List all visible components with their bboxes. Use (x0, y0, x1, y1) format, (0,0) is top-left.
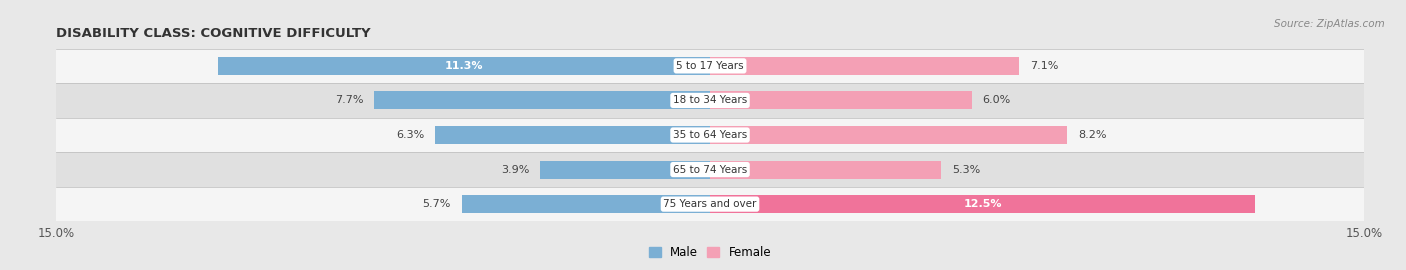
Text: 35 to 64 Years: 35 to 64 Years (673, 130, 747, 140)
Text: 6.0%: 6.0% (983, 95, 1011, 106)
Bar (710, 195, 1256, 213)
Text: 3.9%: 3.9% (501, 164, 529, 175)
Text: 5.7%: 5.7% (422, 199, 451, 209)
Text: DISABILITY CLASS: COGNITIVE DIFFICULTY: DISABILITY CLASS: COGNITIVE DIFFICULTY (56, 28, 371, 40)
Bar (461, 195, 710, 213)
Bar (710, 126, 1067, 144)
Bar (56, 152, 1364, 187)
Bar (710, 161, 941, 178)
Bar (56, 187, 1364, 221)
Bar (540, 161, 710, 178)
Bar (374, 92, 710, 109)
Legend: Male, Female: Male, Female (644, 241, 776, 264)
Text: 5.3%: 5.3% (952, 164, 980, 175)
Text: 65 to 74 Years: 65 to 74 Years (673, 164, 747, 175)
Text: 5 to 17 Years: 5 to 17 Years (676, 61, 744, 71)
Text: 7.7%: 7.7% (335, 95, 364, 106)
Text: 6.3%: 6.3% (396, 130, 425, 140)
Bar (218, 57, 710, 75)
Bar (56, 118, 1364, 152)
Text: Source: ZipAtlas.com: Source: ZipAtlas.com (1274, 19, 1385, 29)
Text: 75 Years and over: 75 Years and over (664, 199, 756, 209)
Text: 18 to 34 Years: 18 to 34 Years (673, 95, 747, 106)
Bar (710, 92, 972, 109)
Text: 7.1%: 7.1% (1031, 61, 1059, 71)
Bar (710, 57, 1019, 75)
Bar (436, 126, 710, 144)
Text: 11.3%: 11.3% (444, 61, 484, 71)
Bar (56, 49, 1364, 83)
Text: 8.2%: 8.2% (1078, 130, 1107, 140)
Bar (56, 83, 1364, 118)
Text: 12.5%: 12.5% (963, 199, 1001, 209)
